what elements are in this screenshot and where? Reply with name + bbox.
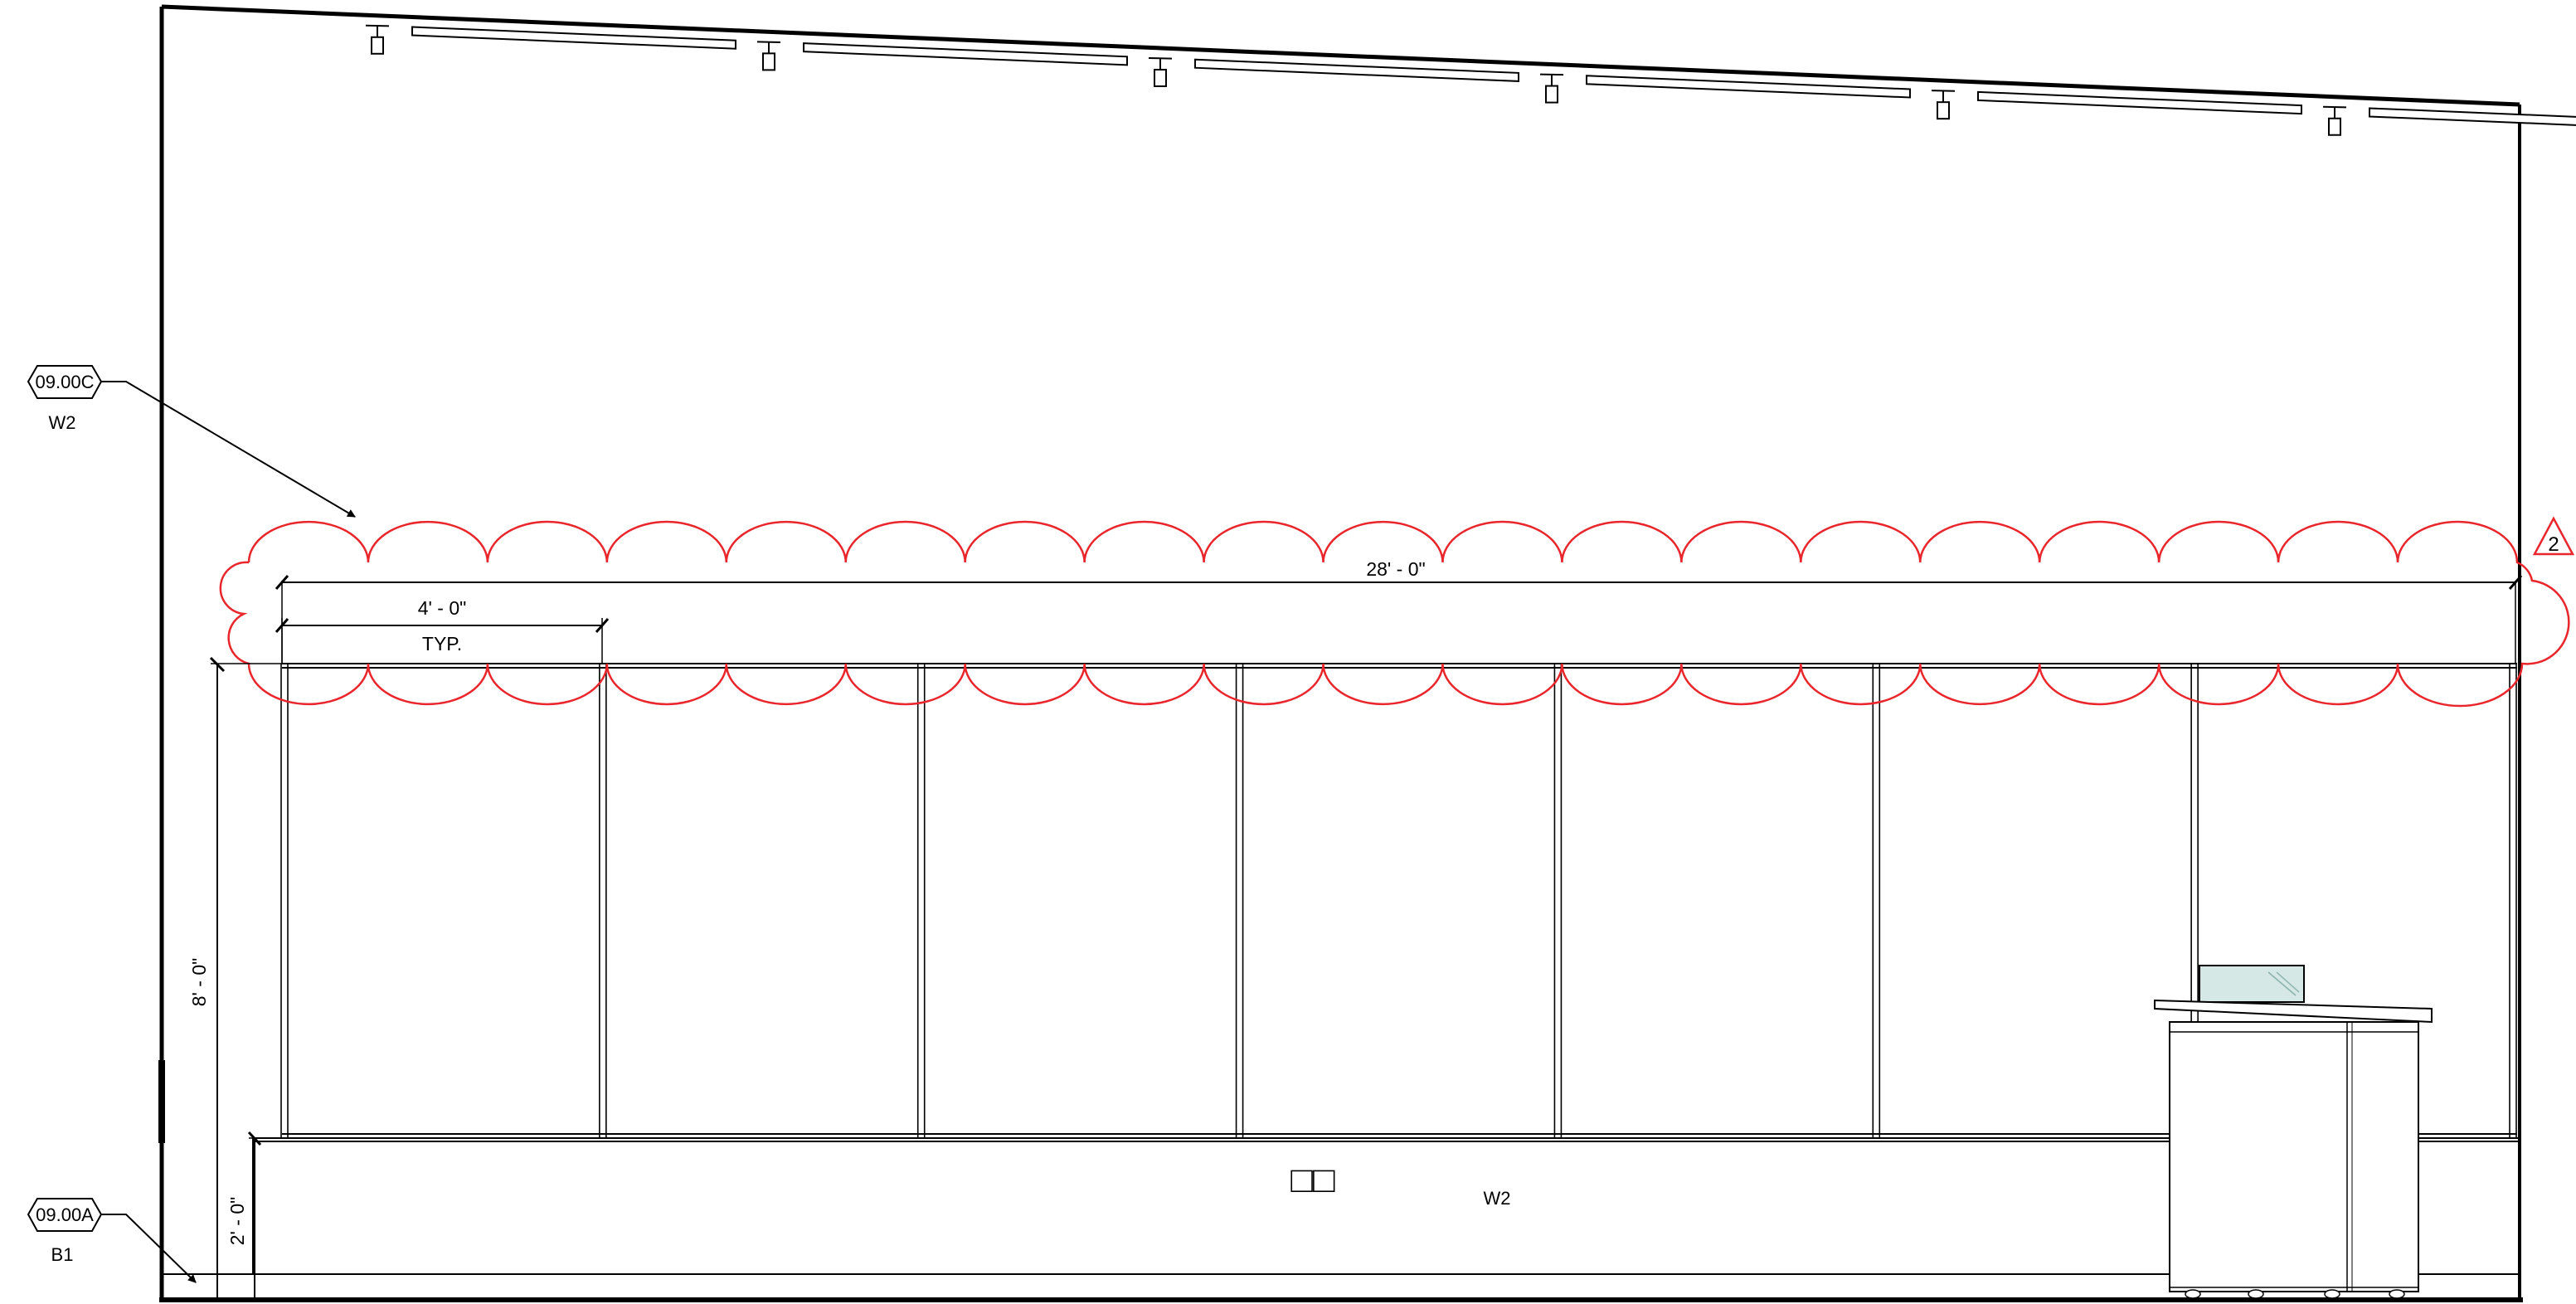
track-light-bar [1977,90,2302,115]
panel-mullion [280,664,289,1138]
keynote-1-code: 09.00C [36,372,95,392]
track-light-fixture [1931,90,1956,120]
panel-mullion [1553,664,1563,1138]
height-dimension: 8' - 0" [188,656,282,1300]
panel-dimension-note: TYP. [422,633,462,654]
wall-label: W2 [1484,1188,1511,1209]
panel-mullion [2509,664,2517,1138]
track-light-fixture [756,41,781,71]
revision-delta: 2 [2532,516,2575,556]
panel-mullion [599,664,607,1138]
keynote-tag-1: 09.00C W2 [27,365,356,518]
panel-mullion [1872,664,1881,1138]
track-light-bar [1194,58,1519,82]
keynote-2-label: B1 [51,1244,74,1265]
track-light-bar [2369,107,2576,126]
keynote-1-label: W2 [49,412,76,433]
track-light-fixture [1539,73,1564,104]
reception-desk [2154,965,2433,1299]
panel-dimension-text: 4' - 0" [418,597,467,619]
keynote-2-code: 09.00A [36,1204,94,1225]
track-light-fixture [365,24,390,55]
track-light-bar [411,26,736,50]
panel-dimension: 4' - 0" TYP. [275,597,610,664]
overall-dimension: 28' - 0" [275,558,2523,664]
revision-number: 2 [2548,533,2559,556]
panel-mullion [916,664,926,1138]
base-plinth [162,1137,2520,1275]
base-dimension: 2' - 0" [226,1131,274,1300]
track-light-bar [803,42,1128,66]
track-light-bar [1586,75,1911,99]
track-light-fixture [1148,56,1173,87]
wall-characters: □□ [1290,1160,1335,1200]
track-light-fixture [2322,105,2347,136]
track-lighting [365,24,2576,136]
revision-cloud [219,520,2570,708]
height-dimension-text: 8' - 0" [188,958,210,1007]
overall-dimension-text: 28' - 0" [1366,558,1425,580]
keynote-tag-2: 09.00A B1 [27,1198,197,1283]
wall-outline [158,4,2523,1302]
base-dimension-text: 2' - 0" [226,1197,248,1246]
panel-mullion [1235,664,1244,1138]
